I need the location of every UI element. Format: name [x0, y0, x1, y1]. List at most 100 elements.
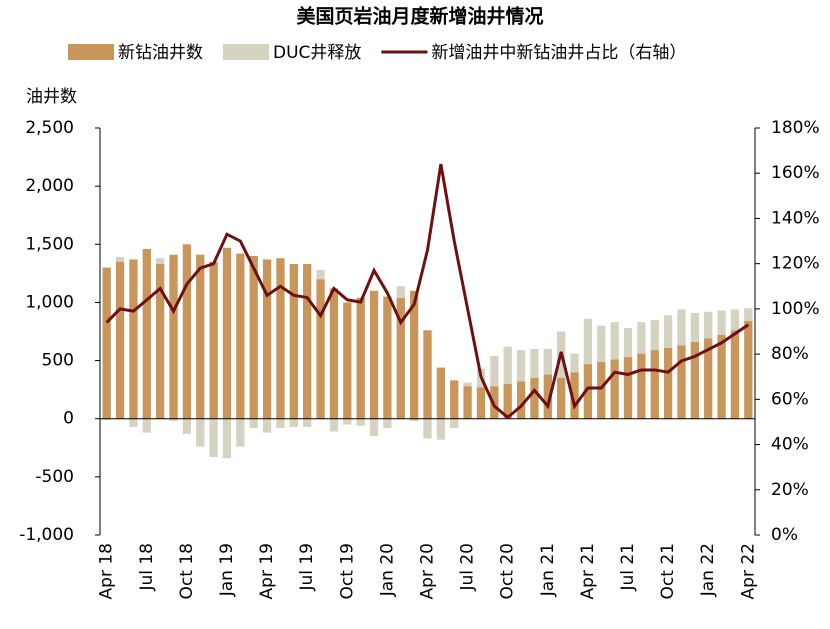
line: [105, 163, 750, 420]
bar: [516, 350, 526, 382]
bar: [329, 418, 339, 432]
y2-tick-label: 0%: [771, 525, 798, 545]
bar: [543, 374, 552, 419]
x-tick-label: Apr 18: [97, 543, 117, 599]
chart-title: 美国页岩油月度新增油井情况: [296, 5, 543, 28]
bar: [289, 418, 298, 427]
bar: [209, 418, 218, 458]
bar: [516, 381, 526, 419]
bar: [303, 264, 312, 419]
y2-tick-label: 80%: [771, 344, 809, 364]
bar: [530, 348, 539, 379]
bar: [343, 302, 352, 419]
y-tick-label: 500: [42, 351, 74, 371]
x-tick-label: Apr 21: [578, 543, 598, 599]
legend-label: 新增油井中新钻油井占比（右轴）: [431, 43, 686, 63]
bar: [730, 330, 740, 419]
y2-tick-label: 160%: [771, 163, 820, 183]
bar: [249, 255, 258, 419]
bar: [557, 378, 566, 419]
bar: [450, 418, 459, 429]
bar: [249, 418, 258, 429]
bar: [222, 418, 232, 459]
bar: [236, 418, 245, 447]
y-tick-label: -1,000: [19, 525, 74, 545]
bar: [102, 267, 111, 419]
x-tick-label: Oct 20: [498, 543, 518, 599]
bar: [476, 387, 486, 419]
bar: [169, 254, 178, 419]
bar: [396, 286, 405, 298]
bar: [115, 257, 125, 262]
bar: [356, 418, 365, 426]
bar: [303, 418, 312, 427]
bar: [704, 311, 713, 339]
x-tick-label: Apr 20: [418, 543, 438, 599]
x-tick-label: Jan 21: [538, 543, 558, 597]
y2-tick-label: 180%: [771, 118, 820, 138]
x-tick-label: Apr 22: [738, 543, 758, 599]
bar: [490, 386, 499, 419]
bar: [610, 322, 619, 360]
bar: [369, 290, 379, 419]
bar: [276, 258, 285, 419]
x-tick-label: Jan 20: [377, 543, 397, 597]
bar: [463, 382, 472, 387]
legend-label: DUC井释放: [273, 43, 361, 63]
x-tick-label: Oct 18: [177, 543, 197, 599]
bar: [637, 322, 646, 354]
y2-tick-label: 140%: [771, 208, 820, 228]
bar: [222, 247, 232, 419]
bar: [744, 321, 753, 419]
y-tick-label: 2,000: [25, 176, 74, 196]
bar: [182, 418, 192, 434]
bar: [209, 261, 218, 419]
legend-swatch: [223, 44, 269, 60]
bar: [316, 269, 325, 280]
bar: [142, 418, 151, 433]
bar: [169, 418, 178, 422]
bar: [650, 350, 659, 419]
bar: [677, 345, 686, 419]
x-tick-label: Jul 18: [137, 543, 157, 592]
bar: [102, 418, 111, 420]
bar: [677, 309, 686, 346]
bar: [690, 341, 699, 419]
bar: [717, 310, 726, 335]
bar: [503, 346, 512, 384]
bar: [503, 383, 512, 419]
y-tick-label: 2,500: [25, 118, 74, 138]
bar: [730, 309, 740, 331]
y2-tick-label: 120%: [771, 254, 820, 274]
bar: [329, 288, 339, 419]
legend-label: 新钻油井数: [118, 43, 203, 63]
bar: [356, 297, 365, 419]
bar: [623, 328, 633, 358]
bar: [409, 290, 419, 419]
bar: [690, 312, 699, 342]
y-tick-label: 1,000: [25, 292, 74, 312]
bar: [262, 418, 272, 433]
bar: [236, 253, 245, 419]
y-tick-label: 0: [63, 409, 74, 429]
x-tick-label: Jan 22: [698, 543, 718, 597]
bar: [597, 325, 606, 362]
x-tick-label: Jul 20: [458, 543, 478, 592]
bar: [436, 418, 446, 440]
x-tick-label: Jul 19: [297, 543, 317, 592]
bar: [583, 318, 593, 365]
y2-tick-label: 100%: [771, 299, 820, 319]
y-tick-label: 1,500: [25, 234, 74, 254]
y-tick-label: -500: [35, 467, 74, 487]
bar: [423, 418, 432, 439]
bar: [276, 418, 285, 429]
bar: [115, 261, 125, 419]
bar: [610, 359, 619, 419]
bar: [704, 338, 713, 419]
bar: [450, 380, 459, 419]
bar: [316, 279, 325, 419]
bar: [142, 248, 151, 419]
bar: [543, 348, 552, 375]
x-tick-label: Oct 21: [658, 543, 678, 599]
x-tick-label: Jul 21: [618, 543, 638, 592]
